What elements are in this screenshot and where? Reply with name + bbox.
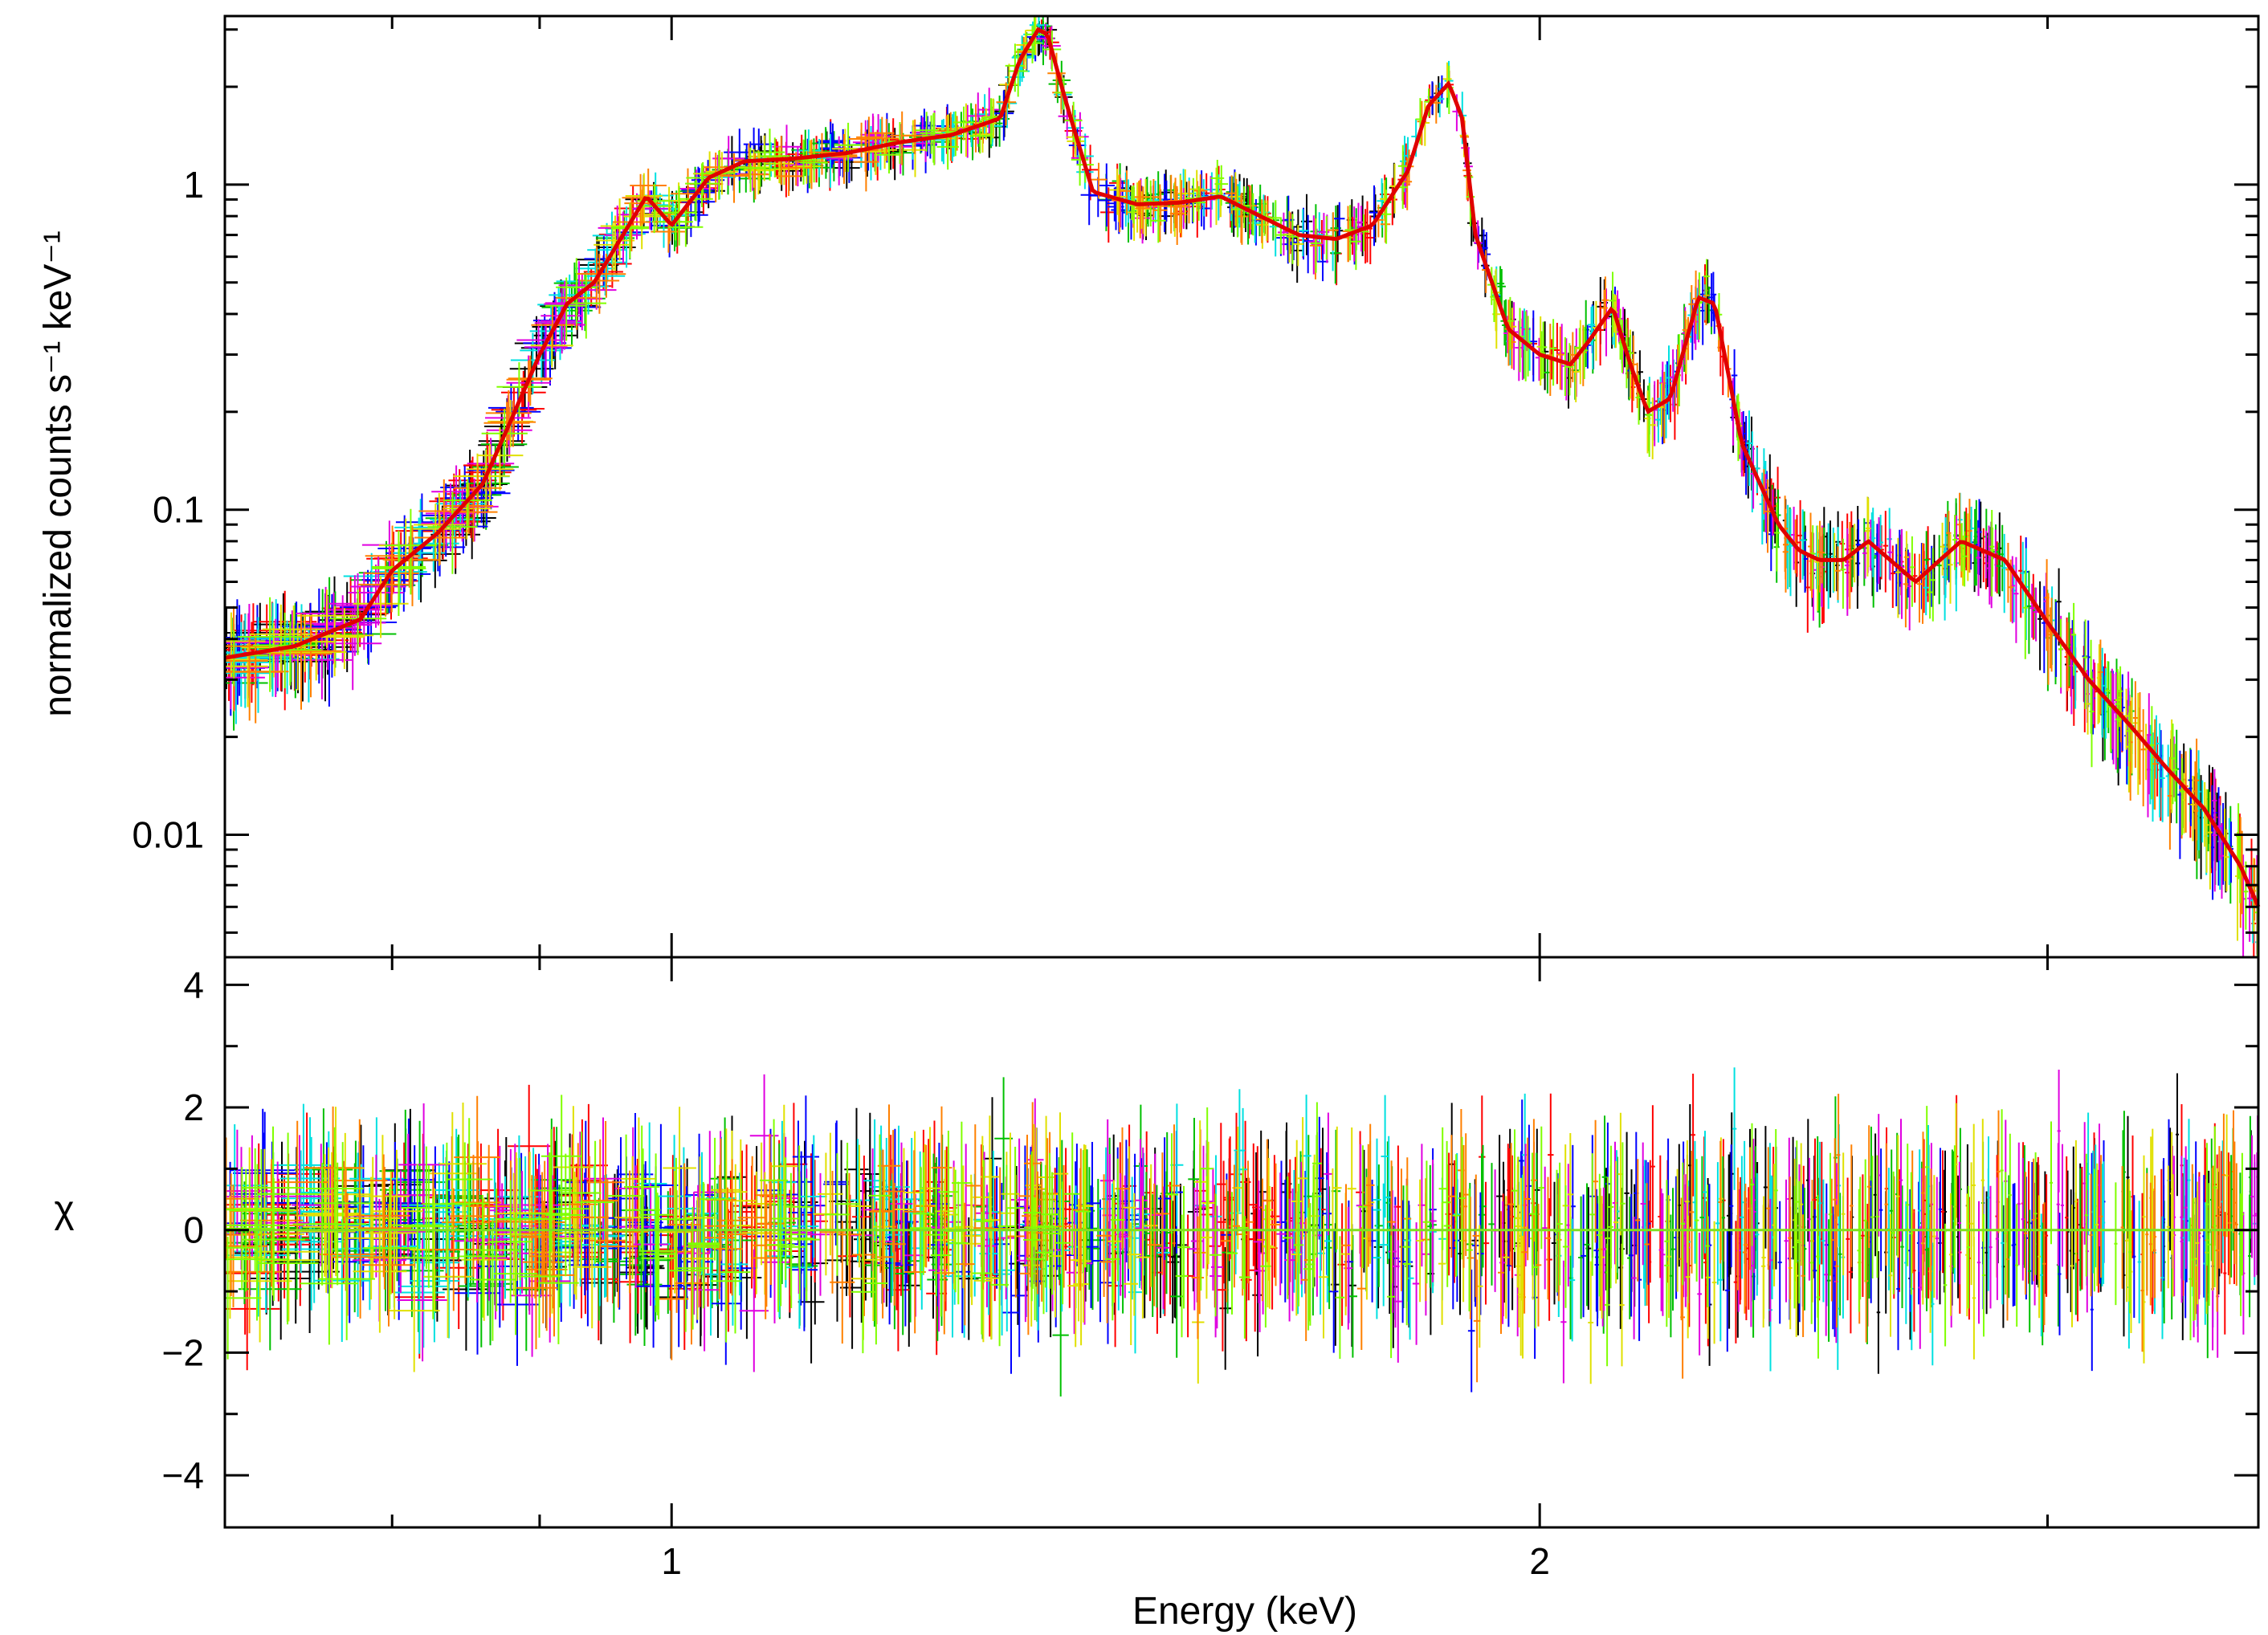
spectrum-y-tick-label: 0.01 — [132, 813, 204, 855]
residual-dataset-8-errorbars — [225, 1095, 2244, 1367]
axes-layer: 1 2 1 0.1 0.01 4 2 0 −2 −4 — [132, 14, 2260, 1582]
spectrum-dataset-6-errorbars — [225, 16, 2257, 941]
x-tick-label: 1 — [661, 1540, 682, 1582]
residual-y-tick-label: 0 — [183, 1209, 204, 1251]
residual-y-tick-label: −2 — [162, 1331, 204, 1373]
x-tick-label: 2 — [1529, 1540, 1550, 1582]
spectrum-dataset-7-errorbars — [225, 37, 2258, 928]
spectrum-dataset-1-errorbars — [225, 19, 2257, 957]
spectrum-model-layer — [224, 27, 2261, 908]
spectrum-y-axis-label: normalized counts s⁻¹ keV⁻¹ — [37, 230, 80, 717]
residual-panel-frame — [223, 956, 2260, 1529]
spectrum-y-tick-label: 1 — [183, 164, 204, 206]
spectrum-panel-frame — [223, 14, 2260, 959]
spectrum-model-curve — [224, 27, 2261, 908]
spectrum-dataset-8-errorbars — [225, 16, 2258, 957]
spectrum-data-layer — [225, 16, 2258, 957]
residual-y-tick-label: 2 — [183, 1087, 204, 1128]
residual-y-axis-label: χ — [54, 1189, 74, 1231]
spectrum-dataset-4-errorbars — [225, 16, 2258, 957]
residual-data-layer — [225, 1067, 2258, 1396]
spectrum-y-tick-label: 0.1 — [153, 489, 204, 531]
x-axis-label: Energy (keV) — [1132, 1590, 1357, 1633]
residual-y-tick-label: 4 — [183, 964, 204, 1005]
residual-y-tick-label: −4 — [162, 1454, 204, 1496]
